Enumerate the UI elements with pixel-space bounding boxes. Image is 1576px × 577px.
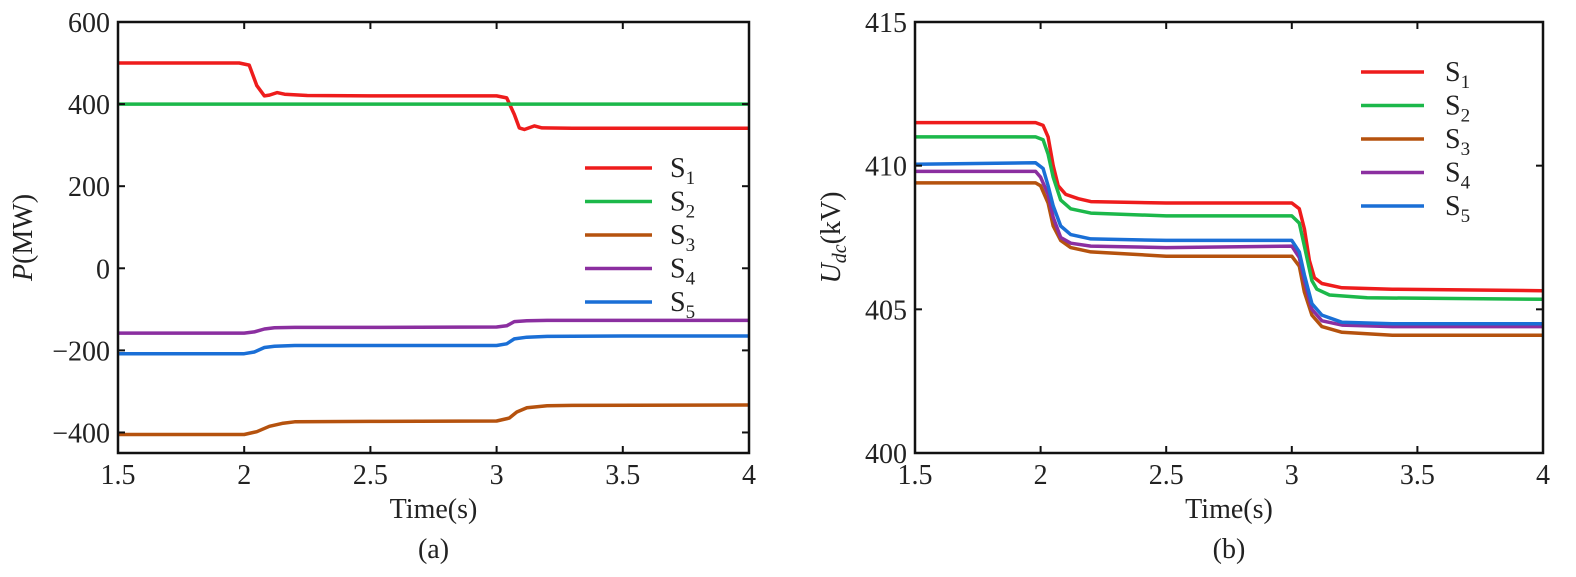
x-tick-label: 1.5 [898, 460, 933, 491]
y-tick-label: 200 [68, 172, 110, 203]
legend-label-s4: S4 [670, 254, 696, 290]
x-tick-label: 3 [1285, 460, 1299, 491]
series-line-s1 [915, 120, 1544, 293]
legend-label-s4: S4 [1445, 158, 1471, 194]
x-tick-label: 2.5 [1149, 460, 1184, 491]
legend-label-s5: S5 [670, 287, 695, 323]
x-tick-label: 1.5 [101, 460, 136, 491]
series-line-s5 [914, 161, 1543, 326]
panel-caption: (b) [1213, 534, 1246, 565]
plot-frame [913, 20, 1545, 455]
series-line-s5 [118, 334, 749, 356]
legend-label-s2: S2 [670, 187, 695, 223]
y-tick-label: 405 [865, 295, 907, 326]
panel-caption: (a) [418, 534, 449, 565]
series-line-s2 [915, 135, 1544, 302]
legend-label-s3: S3 [1445, 124, 1470, 160]
x-tick-label: 2.5 [353, 460, 388, 491]
series-line-s4 [915, 169, 1543, 329]
y-tick-label: −200 [52, 336, 110, 367]
x-tick-label: 3 [490, 460, 504, 491]
legend-label-s2: S2 [1445, 91, 1470, 127]
series-line-s3 [915, 181, 1543, 337]
plot-frame [116, 20, 751, 455]
x-tick-label: 3.5 [1400, 460, 1435, 491]
series-line-s1 [118, 61, 749, 132]
legend-label-s5: S5 [1445, 191, 1470, 227]
y-tick-label: 600 [68, 8, 110, 39]
chart-panel-a: 600 400 200 0 −200 −400 1.5 2 2.5 3 3.5 4 Time(s) P(M… [8, 8, 756, 565]
y-tick-label: 410 [865, 152, 907, 183]
series-line-s3 [118, 403, 750, 437]
x-axis-label: Time(s) [390, 494, 478, 525]
y-tick-label: 400 [68, 90, 110, 121]
y-axis-label: Udc(kV) [816, 192, 851, 284]
y-tick-label: 0 [96, 254, 110, 285]
x-tick-label: 3.5 [605, 460, 640, 491]
y-tick-label: 415 [865, 8, 907, 39]
y-tick-label: −400 [52, 418, 110, 449]
x-tick-label: 4 [742, 460, 756, 491]
y-tick-label: 400 [865, 439, 907, 470]
x-tick-label: 4 [1536, 460, 1550, 491]
x-axis-label: Time(s) [1185, 494, 1273, 525]
legend-label-s1: S1 [670, 153, 695, 189]
x-tick-label: 2 [1034, 460, 1048, 491]
legend-label-s3: S3 [670, 220, 695, 256]
y-axis-label: P(MW) [8, 194, 39, 282]
series-line-s4 [118, 318, 749, 335]
x-tick-label: 2 [237, 460, 251, 491]
legend-label-s1: S1 [1445, 57, 1470, 93]
